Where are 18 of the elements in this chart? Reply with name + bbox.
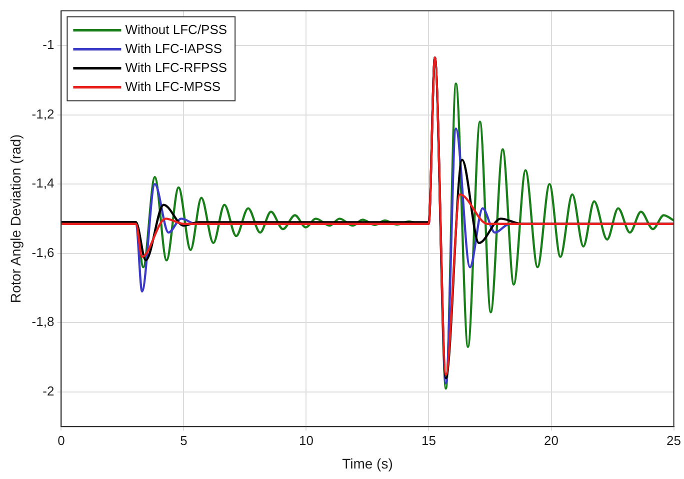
y-tick-label: -1,6 [32, 244, 54, 260]
x-tick-label: 0 [58, 432, 65, 448]
x-tick-label: 15 [422, 432, 436, 448]
x-tick-label: 20 [544, 432, 558, 448]
y-tick-label: -1,8 [32, 314, 54, 330]
legend-label: With LFC-MPSS [125, 78, 221, 94]
y-axis-title: Rotor Angle Deviation (rad) [7, 134, 24, 304]
x-axis-title: Time (s) [342, 455, 393, 472]
y-tick-label: -2 [42, 384, 54, 399]
x-tick-label: 5 [180, 432, 188, 448]
x-tick-label: 25 [666, 432, 682, 448]
y-tick-label: -1,2 [32, 106, 54, 122]
x-tick-label: 10 [298, 432, 314, 448]
legend-label: Without LFC/PSS [125, 22, 228, 37]
legend-label: With LFC-RFPSS [125, 60, 228, 75]
y-tick-label: -1,4 [32, 176, 54, 191]
legend-label: With LFC-IAPSS [125, 40, 222, 56]
y-tick-label: -1 [42, 37, 54, 52]
